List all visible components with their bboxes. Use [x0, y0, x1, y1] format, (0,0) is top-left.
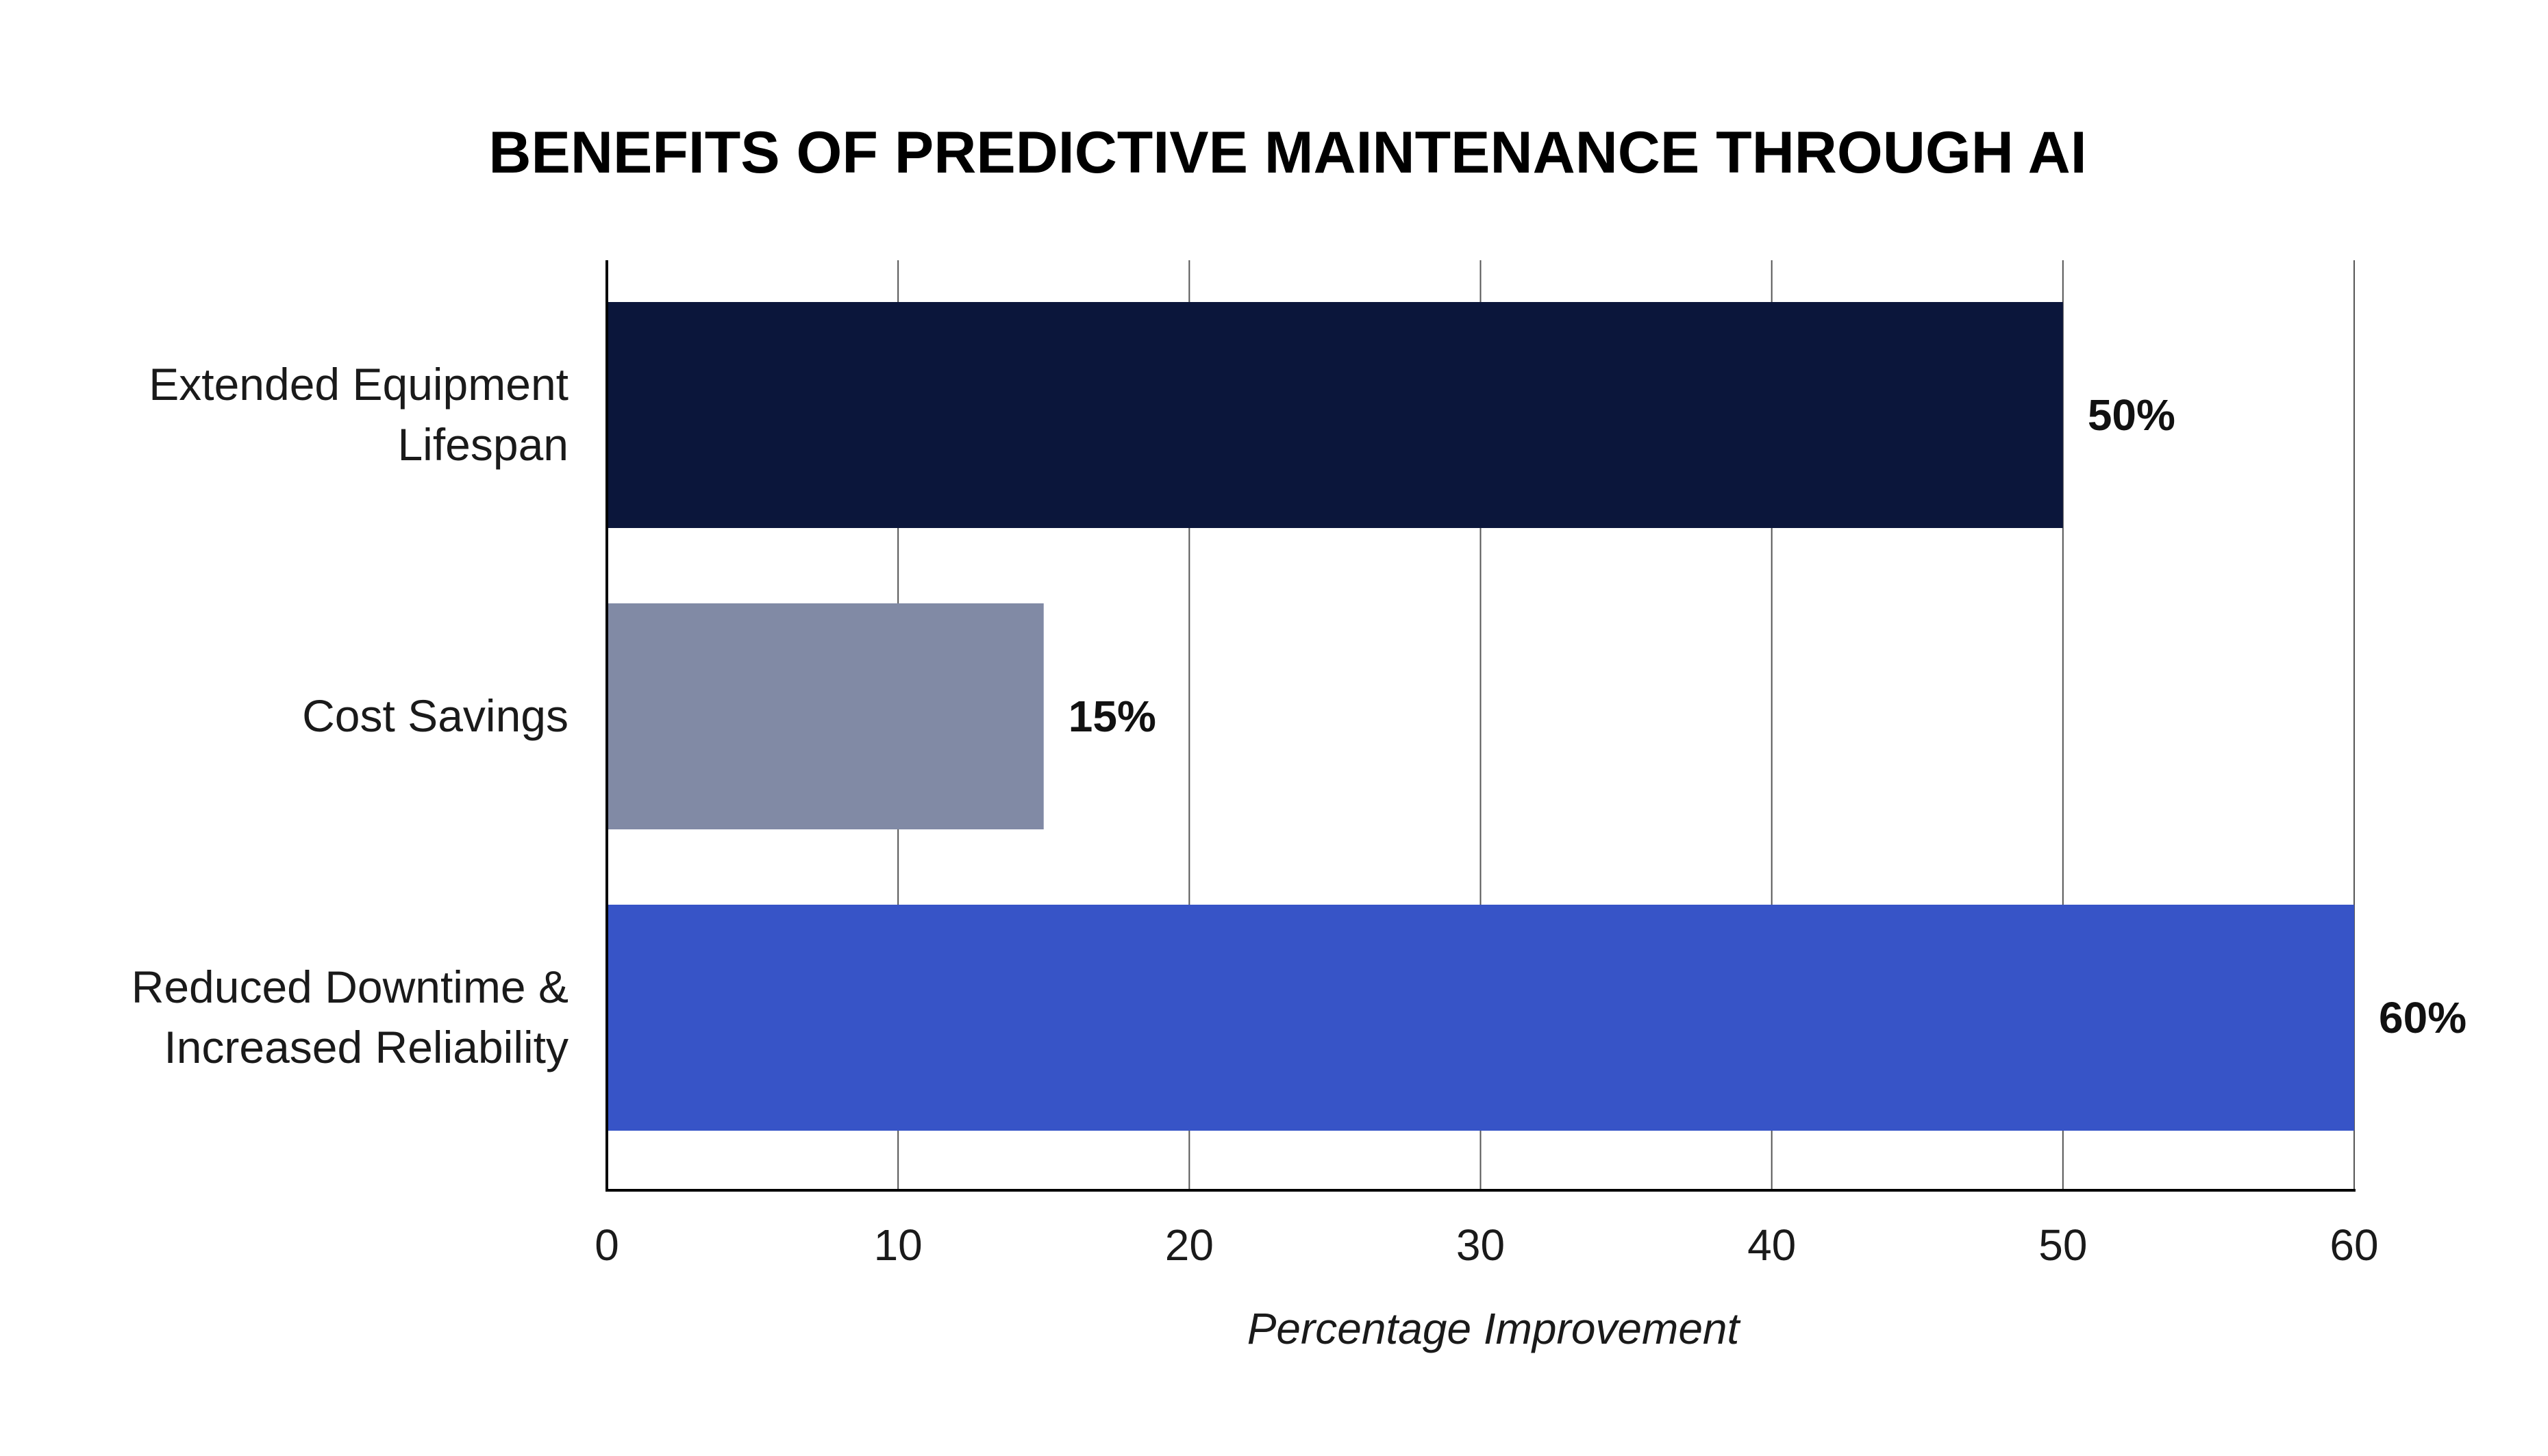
axes [605, 260, 2356, 1192]
chart-title: BENEFITS OF PREDICTIVE MAINTENANCE THROU… [488, 120, 2086, 186]
data-label: 50% [2088, 390, 2175, 440]
data-label: 15% [1069, 692, 1156, 741]
x-tick-label: 60 [2330, 1220, 2378, 1270]
category-labels: Extended Equipment Lifespan Cost Savings Re… [132, 359, 569, 1072]
x-tick-label: 10 [874, 1220, 923, 1270]
bars [607, 302, 2354, 1131]
x-tick-label: 20 [1165, 1220, 1214, 1270]
x-axis-title: Percentage Improvement [1247, 1304, 1741, 1353]
x-tick-label: 0 [595, 1220, 619, 1270]
data-label: 60% [2379, 993, 2466, 1042]
category-label: Increased Reliability [164, 1022, 569, 1072]
bar [607, 603, 1044, 829]
data-labels: 50% 15% 60% [1069, 390, 2466, 1042]
category-label: Lifespan [397, 419, 569, 470]
x-tick-label: 50 [2038, 1220, 2087, 1270]
x-tick-label: 40 [1747, 1220, 1796, 1270]
bar [607, 905, 2354, 1131]
x-tick-labels: 0 10 20 30 40 50 60 [595, 1220, 2378, 1270]
category-label: Extended Equipment [149, 359, 569, 410]
category-label: Reduced Downtime & [132, 962, 569, 1012]
bar [607, 302, 2063, 528]
x-tick-label: 30 [1456, 1220, 1505, 1270]
category-label: Cost Savings [302, 690, 569, 741]
